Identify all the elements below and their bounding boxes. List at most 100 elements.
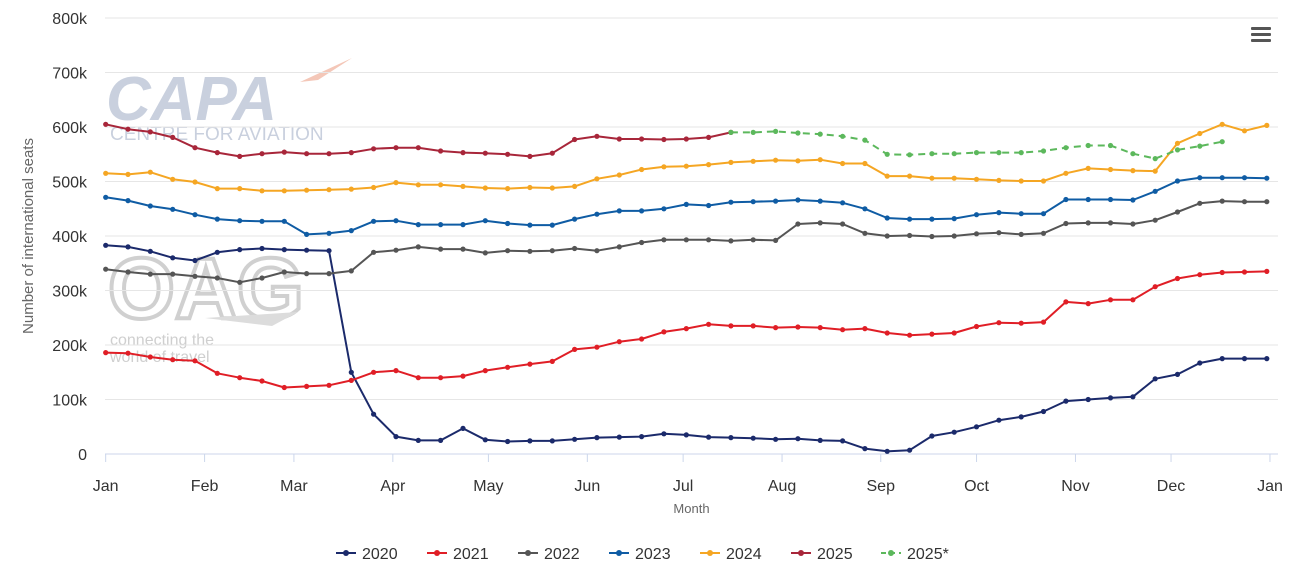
data-point <box>549 222 555 228</box>
data-point <box>326 187 332 193</box>
data-point <box>192 358 198 364</box>
data-point <box>415 244 421 250</box>
data-point <box>996 210 1002 216</box>
data-point <box>572 136 578 143</box>
legend-item-2021[interactable]: 2021 <box>427 546 489 563</box>
legend-marker-icon <box>343 550 349 556</box>
data-point <box>996 320 1002 326</box>
data-point <box>549 185 555 191</box>
data-point <box>1241 269 1248 275</box>
data-point <box>1264 199 1270 205</box>
data-point <box>862 326 868 332</box>
data-point <box>505 220 511 227</box>
data-point <box>1241 175 1248 181</box>
data-point <box>639 208 645 214</box>
capa-swoosh-icon <box>300 58 352 82</box>
data-point <box>1264 122 1270 128</box>
data-point <box>973 231 980 237</box>
data-point <box>951 233 957 239</box>
data-point <box>415 222 421 228</box>
data-point <box>1040 230 1047 236</box>
data-point <box>393 145 399 151</box>
data-point <box>147 271 153 277</box>
data-point <box>438 246 444 252</box>
data-point <box>281 218 287 224</box>
data-point <box>594 176 600 182</box>
data-point <box>1241 199 1248 205</box>
data-point <box>1018 150 1024 156</box>
series-2025-projected <box>728 128 1225 162</box>
data-point <box>1063 145 1069 151</box>
data-point <box>438 437 444 443</box>
data-point <box>1241 356 1248 362</box>
data-point <box>460 150 466 156</box>
data-point <box>103 121 109 127</box>
data-point <box>1219 356 1225 362</box>
data-point <box>549 248 555 254</box>
data-point <box>438 375 444 381</box>
data-point <box>281 247 287 253</box>
data-point <box>929 233 935 240</box>
x-tick-label: May <box>473 478 503 495</box>
data-point <box>326 382 332 388</box>
x-tick-label: Oct <box>964 478 989 495</box>
data-point <box>840 221 846 227</box>
data-point <box>549 150 555 156</box>
x-tick-label: Mar <box>280 478 308 495</box>
oag-tagline-line1: connecting the <box>110 332 214 349</box>
x-tick-label: Feb <box>191 478 219 495</box>
data-point <box>1063 196 1069 203</box>
data-point <box>616 172 622 178</box>
data-point <box>862 137 868 143</box>
series-2024 <box>103 121 1270 194</box>
data-point <box>103 350 109 356</box>
data-point <box>505 438 511 445</box>
data-point <box>415 182 421 188</box>
data-point <box>639 136 645 142</box>
data-point <box>1130 151 1136 157</box>
data-point <box>237 247 243 253</box>
legend-item-2025[interactable]: 2025 <box>791 546 853 563</box>
data-point <box>170 134 176 140</box>
data-point <box>728 323 734 329</box>
data-point <box>884 151 890 157</box>
data-point <box>415 437 421 443</box>
data-point <box>639 239 645 246</box>
data-point <box>616 434 622 440</box>
data-point <box>1174 140 1181 146</box>
data-point <box>616 136 622 142</box>
data-point <box>1107 220 1114 226</box>
data-point <box>482 150 488 156</box>
data-point <box>661 206 667 212</box>
data-point <box>237 375 243 381</box>
data-point <box>460 246 466 252</box>
data-point <box>214 186 220 192</box>
x-tick-label: Jan <box>1257 478 1283 495</box>
legend-item-2024[interactable]: 2024 <box>700 546 762 563</box>
legend-item-2020[interactable]: 2020 <box>336 546 398 563</box>
chart-menu-button[interactable] <box>1246 24 1276 50</box>
legend-item-2022[interactable]: 2022 <box>518 546 580 563</box>
data-point <box>326 230 332 236</box>
data-point <box>393 180 399 186</box>
data-point <box>951 330 957 336</box>
data-point <box>728 238 734 244</box>
data-point <box>616 339 622 345</box>
data-point <box>616 244 622 250</box>
x-axis-title: Month <box>673 501 709 516</box>
data-point <box>393 368 399 374</box>
legend-item-2025-projected[interactable]: 2025* <box>881 546 949 563</box>
legend-item-2023[interactable]: 2023 <box>609 546 671 563</box>
data-point <box>661 237 667 243</box>
data-point <box>1152 168 1158 174</box>
data-point <box>973 424 980 430</box>
data-point <box>773 325 779 331</box>
data-point <box>281 188 287 194</box>
data-point <box>996 177 1002 183</box>
data-point <box>907 332 913 338</box>
data-point <box>1018 178 1024 184</box>
data-point <box>706 321 712 327</box>
data-point <box>1264 175 1270 181</box>
y-tick-label: 600k <box>52 120 88 137</box>
